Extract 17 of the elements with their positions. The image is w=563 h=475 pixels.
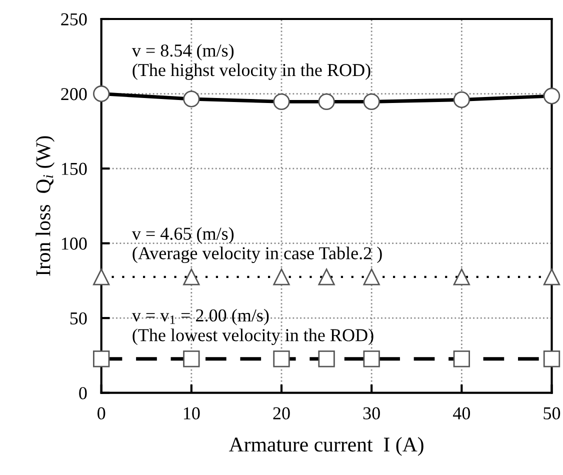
- x-tick-label: 50: [544, 407, 560, 420]
- x-tick-label: 0: [98, 407, 106, 420]
- annotation: v = v$_{1}$ = 2.00 (m/s) (The lowest velocity in the ROD): [132, 308, 374, 345]
- x-tick-label: 30: [363, 407, 380, 420]
- y-tick-label: 200: [61, 88, 87, 100]
- x-tick-label: 10: [184, 407, 200, 420]
- x-tick-label: 40: [452, 407, 470, 420]
- y-tick-label: 100: [62, 238, 87, 250]
- x-axis-title: Armature current I (A): [228, 436, 424, 456]
- annotation: v = 8.54 (m/s) (The highst velocity in the ROD): [132, 44, 370, 80]
- y-tick-label: 250: [61, 13, 87, 26]
- y-tick-label: 0: [79, 387, 87, 400]
- y-tick-label: 50: [70, 312, 87, 324]
- annotation: v = 4.65 (m/s) (Average velocity in case Table.2 ): [132, 227, 382, 264]
- y-axis-title: Iron loss Q$_{i}$ (W): [36, 136, 55, 276]
- x-tick-label: 20: [273, 407, 290, 420]
- y-tick-label: 150: [62, 162, 87, 175]
